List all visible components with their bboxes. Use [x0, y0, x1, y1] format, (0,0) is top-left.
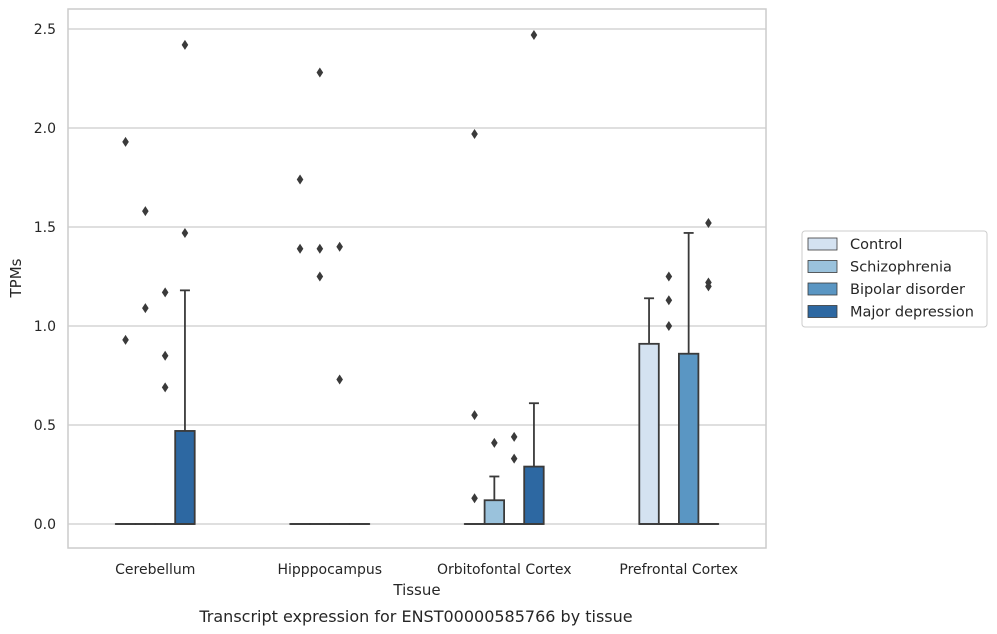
outlier-point [316, 271, 324, 282]
outlier-point [491, 437, 498, 448]
outlier-point [665, 295, 673, 306]
outlier-points [122, 29, 712, 504]
y-tick-label: 0.0 [34, 517, 56, 533]
outlier-point [316, 67, 324, 78]
outlier-point [181, 39, 189, 50]
outlier-point [471, 128, 478, 139]
outlier-point [296, 243, 304, 254]
outlier-point [161, 382, 169, 393]
legend-swatch [807, 305, 838, 318]
box [638, 342, 660, 525]
x-axis-ticks: Cerebellum Hipppocampus Orbitofontal Corte… [115, 562, 738, 578]
box [174, 430, 196, 525]
outlier-point [705, 218, 712, 229]
box [483, 499, 506, 525]
outlier-point [665, 321, 673, 331]
outlier-point [142, 303, 149, 314]
outlier-point [530, 29, 538, 40]
plot-frame [67, 8, 767, 549]
outlier-point [316, 243, 324, 254]
legend-swatch [807, 282, 838, 296]
x-tick-label: Prefrontal Cortex [619, 562, 738, 578]
y-tick-label: 0.5 [34, 418, 56, 434]
outlier-point [181, 227, 189, 238]
box-series [114, 232, 720, 525]
x-axis-title: Tissue [392, 581, 440, 599]
outlier-point [142, 206, 149, 217]
legend-label: Control [850, 237, 902, 253]
x-tick-label: Hipppocampus [277, 562, 382, 578]
outlier-point [296, 174, 304, 185]
outlier-point [471, 493, 478, 504]
legend: Control Schizophrenia Bipolar disorder Majo… [801, 230, 988, 328]
y-axis-ticks: 0.0 0.5 1.0 1.5 2.0 2.5 [34, 22, 56, 533]
gridlines [68, 28, 766, 525]
outlier-point [161, 350, 169, 361]
legend-label: Bipolar disorder [850, 282, 965, 298]
x-tick-label: Orbitofontal Cortex [437, 562, 572, 578]
y-tick-label: 1.5 [34, 220, 56, 236]
outlier-point [122, 136, 129, 147]
outlier-point [336, 241, 343, 252]
outlier-point [336, 374, 343, 385]
legend-label: Major depression [850, 305, 974, 321]
box [678, 352, 700, 525]
outlier-point [161, 287, 169, 298]
box [523, 465, 545, 525]
y-tick-label: 2.0 [34, 121, 56, 137]
y-tick-label: 2.5 [34, 22, 56, 38]
legend-label: Schizophrenia [850, 260, 952, 276]
outlier-point [510, 431, 518, 442]
legend-frame [801, 230, 988, 328]
chart-caption: Transcript expression for ENST0000058576… [198, 607, 632, 626]
y-axis-title: TPMs [7, 258, 25, 298]
legend-swatch [807, 260, 838, 273]
outlier-point [510, 453, 518, 464]
outlier-point [122, 334, 129, 345]
outlier-point [665, 271, 673, 282]
outlier-point [471, 410, 478, 421]
legend-swatch [807, 237, 838, 251]
x-tick-label: Cerebellum [115, 562, 195, 578]
y-tick-label: 1.0 [34, 319, 56, 335]
outlier-point [705, 277, 712, 288]
